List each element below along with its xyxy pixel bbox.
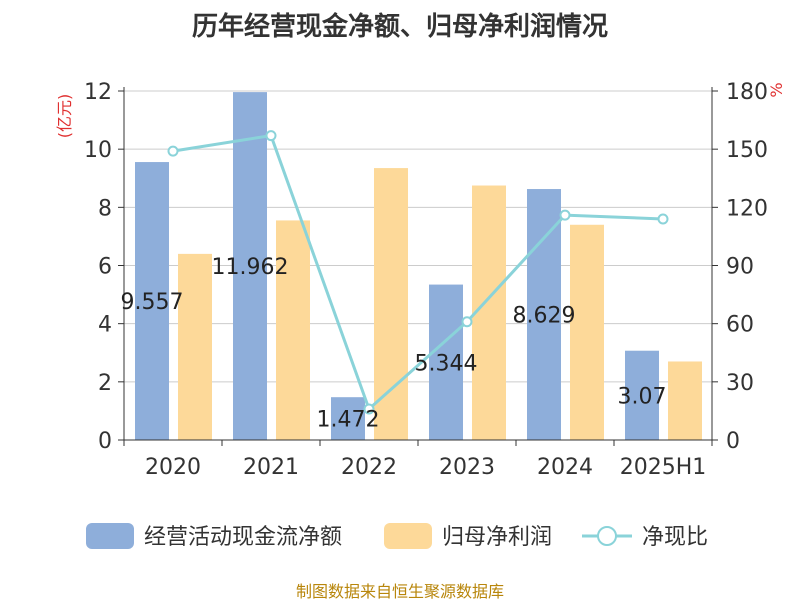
line-point-cash-ratio [363,403,375,415]
y-left-tick-label: 10 [84,138,112,163]
legend-label-operating-cash-flow: 经营活动现金流净额 [144,525,342,550]
legend-swatch-operating-cash-flow [86,523,134,549]
line-point-cash-ratio [167,145,179,157]
bar-net-profit [374,168,408,440]
y-left-tick-label: 0 [98,429,112,454]
y-left-tick-label: 4 [98,313,112,338]
bar-operating-cash-flow [625,350,659,440]
data-label-operating-cash-flow: 1.472 [317,408,380,433]
y-right-tick-label: 150 [726,138,768,163]
y-left-axis-title: (亿元) [55,94,74,139]
line-point-cash-ratio [461,316,473,328]
bar-operating-cash-flow [429,284,463,440]
y-right-tick-label: 180 [726,80,768,105]
bar-operating-cash-flow [233,92,267,440]
legend-label-net-profit: 归母净利润 [442,525,552,550]
y-right-tick-label: 0 [726,429,740,454]
data-label-operating-cash-flow: 9.557 [121,290,184,315]
bar-operating-cash-flow [527,189,561,440]
legend-marker-cash-ratio [597,526,617,546]
line-point-cash-ratio [657,213,669,225]
x-tick-label: 2025H1 [620,455,707,480]
x-tick-label: 2023 [439,455,495,480]
x-tick-label: 2024 [537,455,593,480]
source-note: 制图数据来自恒生聚源数据库 [295,582,504,601]
y-left-tick-label: 2 [98,371,112,396]
chart-title: 历年经营现金净额、归母净利润情况 [191,12,608,42]
legend-swatch-net-profit [384,523,432,549]
x-tick-label: 2022 [341,455,397,480]
x-tick-label: 2021 [243,455,299,480]
line-cash-ratio [172,133,664,412]
y-right-tick-label: 60 [726,313,754,338]
x-tick-label: 2020 [145,455,201,480]
y-right-tick-label: 90 [726,255,754,280]
data-label-operating-cash-flow: 8.629 [513,304,576,329]
legend-label-cash-ratio: 净现比 [642,525,708,550]
y-right-tick-label: 30 [726,371,754,396]
data-label-operating-cash-flow: 11.962 [212,255,289,280]
y-left-tick-label: 8 [98,196,112,221]
line-point-cash-ratio [265,130,277,142]
y-right-tick-label: 120 [726,196,768,221]
y-left-tick-label: 6 [98,255,112,280]
bar-net-profit [668,361,702,440]
bar-net-profit [570,224,604,440]
y-right-axis-title: % [767,82,786,97]
data-label-operating-cash-flow: 3.07 [618,384,667,409]
bar-net-profit [276,220,310,440]
bar-operating-cash-flow [135,162,169,440]
bar-net-profit [178,253,212,440]
y-left-tick-label: 12 [84,80,112,105]
line-point-cash-ratio [559,209,571,221]
data-label-operating-cash-flow: 5.344 [415,351,478,376]
bar-net-profit [472,185,506,440]
bar-operating-cash-flow [331,397,365,440]
